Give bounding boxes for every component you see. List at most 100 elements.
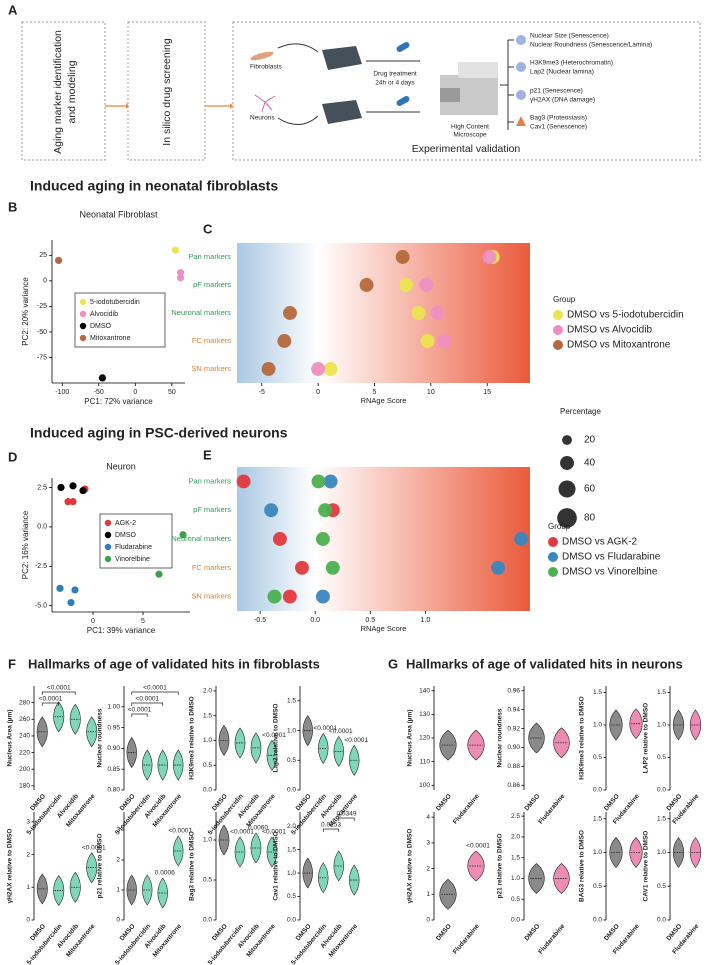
violin: [250, 732, 262, 764]
y-tick-label: 220: [19, 749, 30, 756]
panel-label: G: [388, 656, 398, 671]
violin: [439, 878, 457, 910]
section-heading: Induced aging in PSC-derived neurons: [30, 425, 288, 441]
violin: [234, 836, 246, 868]
legend-label: DMSO vs Vinorelbine: [562, 567, 658, 578]
y-tick-label: 2.0: [287, 823, 296, 830]
y-tick-label: 260: [19, 716, 30, 723]
x-tick-label: 1.0: [420, 617, 430, 624]
p-value: 0.0253: [321, 822, 341, 829]
y-tick-label: -25: [37, 303, 47, 310]
box: [232, 21, 701, 161]
legend-swatch: [553, 310, 563, 320]
legend-label: 5-iodotubercidin: [90, 299, 140, 306]
violin: [439, 729, 457, 761]
y-tick-label: 1: [116, 887, 120, 894]
legend-swatch: [79, 334, 87, 342]
x-tick-label: DMSO: [523, 923, 541, 942]
y-tick-label: 4: [426, 814, 430, 821]
y-tick-label: 1.5: [593, 689, 602, 696]
violin: [69, 703, 81, 735]
p-value: <0.0001: [329, 728, 353, 735]
legend-label: Mitoxantrone: [90, 335, 131, 342]
pill-icon: [396, 96, 410, 107]
y-tick-label: 1.5: [511, 854, 520, 861]
dot: [514, 532, 529, 546]
point: [64, 498, 72, 506]
violin: [36, 716, 48, 748]
dot: [282, 589, 297, 604]
legend-swatch: [104, 543, 112, 551]
legend-label: Vinorelbine: [115, 556, 150, 563]
section-heading: Hallmarks of age of validated hits in ne…: [406, 656, 683, 671]
dot: [491, 560, 506, 575]
y-axis-label: Nuclear roundness: [97, 708, 104, 767]
point: [98, 374, 107, 382]
microscope-label: Microscope: [453, 132, 487, 139]
box-text: and modeling: [66, 60, 78, 123]
readout-icon: [516, 116, 526, 126]
x-tick-label: Fludarabine: [452, 793, 481, 826]
arrow: [277, 115, 319, 125]
p-value: <0.0001: [39, 696, 63, 703]
legend-title: Group: [553, 295, 576, 304]
legend-swatch: [79, 322, 87, 330]
y-tick-label: -2.5: [35, 563, 47, 570]
section-heading: Induced aging in neonatal fibroblasts: [30, 178, 278, 194]
y-tick-label: 200: [19, 766, 30, 773]
readout-icon: [516, 90, 526, 100]
dot: [482, 250, 497, 264]
legend-box: [99, 513, 173, 569]
dot: [430, 306, 445, 320]
x-axis-label: PC1: 72% variance: [84, 397, 153, 406]
readout: Bag3 (Proteostasis): [530, 115, 587, 122]
point: [67, 598, 75, 607]
x-axis-label: RNAge Score: [361, 624, 407, 633]
y-tick-label: 0.0: [593, 787, 602, 794]
x-axis-label: PC1: 39% variance: [87, 626, 156, 635]
x-tick-label: 10: [427, 389, 435, 396]
size-legend-dot: [557, 508, 577, 528]
legend-swatch: [553, 340, 563, 350]
y-tick-label: -50: [37, 329, 47, 336]
dot: [261, 362, 276, 376]
readout: Lap2 (Nuclear lamina): [530, 69, 594, 76]
y-tick-label: 0.86: [507, 782, 520, 789]
y-tick-label: 2.5: [37, 484, 47, 491]
y-tick-label: 0.0: [593, 917, 602, 924]
legend-swatch: [104, 531, 112, 539]
readout: H3K9me3 (Heterochromatin): [530, 60, 613, 67]
y-tick-label: 0.94: [507, 706, 520, 713]
neuron-icon: [254, 94, 276, 113]
point: [171, 246, 180, 254]
y-tick-label: 0.5: [593, 883, 602, 890]
x-tick-label: 0: [133, 389, 137, 396]
chart-title: Neonatal Fibroblast: [79, 209, 158, 219]
y-axis-label: Bag3 relative to DMSO: [189, 831, 196, 901]
legend-box: [74, 292, 166, 348]
readout: Nuclear Size (Senescence): [530, 33, 609, 40]
p-value: <0.0001: [313, 725, 337, 732]
y-tick-label: 0.0: [203, 917, 212, 924]
y-axis-label: Nuclear roundness: [497, 708, 504, 767]
violin: [234, 727, 246, 759]
category-label: SN markers: [191, 364, 231, 373]
p-value: <0.0001: [466, 843, 490, 850]
p-value: <0.0001: [344, 737, 368, 744]
p-value: <0.0001: [168, 828, 192, 835]
legend-label: DMSO vs Mitoxantrone: [567, 340, 671, 351]
y-tick-label: 0.85: [107, 766, 120, 773]
y-tick-label: 1.5: [593, 815, 602, 822]
y-tick-label: 2.0: [511, 834, 520, 841]
y-tick-label: 0.0: [203, 787, 212, 794]
category-label: pF markers: [193, 505, 231, 514]
p-value: <0.0001: [262, 829, 286, 836]
violin: [218, 724, 230, 756]
violin: [266, 739, 278, 771]
readout: Nuclear Roundness (Senescence/Lamina): [530, 42, 652, 49]
arrowhead: [126, 103, 129, 109]
dot: [267, 589, 282, 604]
p-value: <0.0001: [143, 685, 167, 692]
violin: [218, 824, 230, 856]
